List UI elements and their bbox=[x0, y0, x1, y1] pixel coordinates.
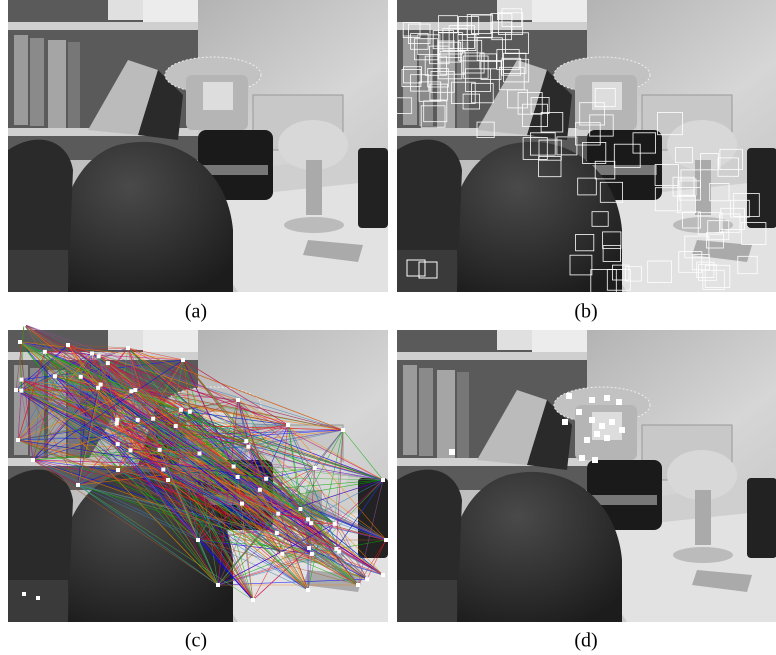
caption: (a) bbox=[185, 301, 207, 323]
keypoint bbox=[604, 395, 610, 401]
keypoint bbox=[306, 588, 310, 592]
keypoint bbox=[179, 408, 183, 412]
keypoint bbox=[246, 445, 250, 449]
keypoint bbox=[604, 435, 610, 441]
keypoint bbox=[307, 546, 311, 550]
keypoint bbox=[562, 419, 568, 425]
panel-c bbox=[8, 322, 388, 622]
keypoint bbox=[244, 439, 248, 443]
panel-a bbox=[8, 0, 388, 292]
keypoint bbox=[166, 478, 170, 482]
caption: (c) bbox=[185, 630, 207, 652]
photo bbox=[397, 330, 776, 622]
keypoint bbox=[333, 522, 337, 526]
keypoint bbox=[280, 552, 284, 556]
keypoint bbox=[76, 483, 80, 487]
keypoint bbox=[216, 583, 220, 587]
keypoint bbox=[264, 477, 268, 481]
keypoint bbox=[609, 419, 615, 425]
keypoint bbox=[43, 350, 47, 354]
keypoint bbox=[79, 375, 83, 379]
caption: (d) bbox=[574, 630, 597, 652]
keypoint bbox=[334, 547, 338, 551]
keypoint bbox=[275, 531, 279, 535]
keypoint bbox=[566, 393, 572, 399]
keypoint bbox=[20, 378, 24, 382]
keypoint bbox=[161, 467, 165, 471]
keypoint bbox=[115, 421, 119, 425]
keypoint bbox=[97, 354, 101, 358]
keypoint bbox=[106, 361, 110, 365]
caption: (b) bbox=[574, 301, 597, 323]
keypoint bbox=[236, 398, 240, 402]
keypoint bbox=[133, 388, 137, 392]
keypoint bbox=[90, 351, 94, 355]
keypoint bbox=[96, 386, 100, 390]
panel-d bbox=[397, 330, 776, 622]
keypoint bbox=[158, 448, 162, 452]
photo bbox=[8, 0, 388, 292]
keypoint bbox=[22, 592, 26, 596]
keypoint bbox=[594, 431, 600, 437]
panel-b bbox=[394, 0, 776, 293]
keypoint bbox=[18, 340, 22, 344]
keypoint bbox=[341, 428, 345, 432]
keypoint bbox=[16, 438, 20, 442]
keypoint bbox=[276, 512, 280, 516]
keypoint bbox=[136, 418, 140, 422]
keypoint bbox=[196, 538, 200, 542]
keypoint bbox=[309, 521, 313, 525]
keypoint bbox=[128, 448, 132, 452]
keypoint bbox=[298, 507, 302, 511]
keypoint bbox=[258, 488, 262, 492]
keypoint bbox=[126, 346, 130, 350]
keypoint bbox=[181, 358, 185, 362]
keypoint bbox=[579, 455, 585, 461]
figure-canvas: (a) (b) (c) (d) bbox=[0, 0, 776, 655]
keypoint bbox=[306, 517, 310, 521]
keypoint bbox=[286, 423, 290, 427]
keypoint bbox=[53, 374, 57, 378]
keypoint bbox=[188, 410, 192, 414]
keypoint bbox=[116, 442, 120, 446]
figure: (a) (b) (c) (d) bbox=[0, 0, 776, 655]
keypoint bbox=[14, 388, 18, 392]
keypoint bbox=[576, 409, 582, 415]
keypoint bbox=[31, 458, 35, 462]
keypoint bbox=[129, 389, 133, 393]
keypoint bbox=[589, 417, 595, 423]
keypoint bbox=[449, 449, 455, 455]
keypoint bbox=[381, 573, 385, 577]
keypoint bbox=[365, 577, 369, 581]
keypoint bbox=[116, 468, 120, 472]
keypoint bbox=[599, 423, 605, 429]
keypoint bbox=[115, 418, 119, 422]
keypoint bbox=[19, 389, 23, 393]
keypoint bbox=[310, 552, 314, 556]
keypoint bbox=[381, 478, 385, 482]
keypoint bbox=[356, 583, 360, 587]
keypoint bbox=[584, 437, 590, 443]
keypoint bbox=[232, 464, 236, 468]
keypoint bbox=[592, 457, 598, 463]
keypoint bbox=[36, 596, 40, 600]
keypoint bbox=[198, 451, 202, 455]
keypoint bbox=[616, 399, 622, 405]
keypoint bbox=[236, 475, 240, 479]
keypoint bbox=[384, 538, 388, 542]
keypoint bbox=[151, 417, 155, 421]
keypoint bbox=[251, 598, 255, 602]
keypoint bbox=[619, 427, 625, 433]
keypoint bbox=[66, 343, 70, 347]
keypoint bbox=[174, 424, 178, 428]
keypoint bbox=[313, 466, 317, 470]
keypoint bbox=[22, 322, 26, 326]
keypoint bbox=[240, 502, 244, 506]
keypoint bbox=[589, 397, 595, 403]
